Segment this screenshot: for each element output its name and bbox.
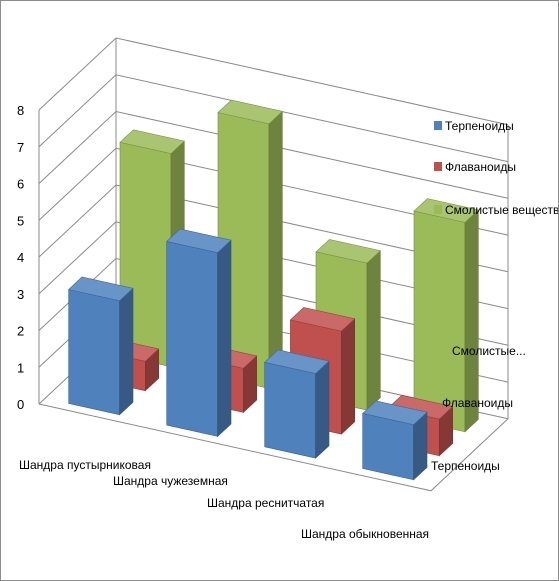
y-tick-label: 4 [17,250,24,265]
y-tick-label: 3 [17,287,24,302]
bar-top [264,349,330,374]
depth-axis-label: Смолистые... [452,344,526,358]
y-tick-label: 2 [17,324,24,339]
bar-top [217,99,283,125]
legend: Терпеноиды Флаваноиды Смолистые вещества [434,119,558,217]
depth-axis-label: Флаваноиды [442,396,513,410]
bar-front [68,289,120,416]
legend-swatch [434,205,442,214]
bar-top [413,198,479,223]
category-label: Шандра реснитчатая [207,496,324,510]
bars [68,99,479,481]
category-label: Шандра обыкновенная [301,527,429,541]
bar-top [362,400,428,426]
depth-axis-label: Терпеноиды [431,459,500,473]
legend-item: Терпеноиды [434,119,514,133]
bar-top [68,276,134,302]
y-tick-label: 6 [17,177,24,192]
category-labels: Шандра пустырниковая Шандра чужеземная Шан… [19,458,429,541]
legend-swatch [434,162,442,171]
category-label: Шандра чужеземная [113,474,228,488]
y-tick-label: 1 [17,360,24,375]
y-tick-labels: 0 1 2 3 4 5 6 7 8 [17,103,24,412]
floor-edge [38,403,509,492]
bar [166,228,232,438]
bar-side [217,239,232,438]
category-label: Шандра пустырниковая [19,458,151,472]
legend-label: Терпеноиды [445,119,514,133]
depth-axis-labels: Терпеноиды Флаваноиды Смолистые... [431,344,526,473]
y-tick-label: 0 [17,397,24,412]
bar [413,198,479,433]
bar-top [289,307,356,332]
bar-front [166,241,218,437]
bar [264,349,330,459]
legend-item: Флаваноиды [434,160,516,174]
bar-side [315,360,330,459]
bar-top [315,239,381,264]
y-tick-label: 5 [17,213,24,228]
legend-item: Смолистые вещества [434,203,558,217]
bar-side [340,318,356,435]
y-tick-label: 7 [17,140,24,155]
bar-top [119,129,185,154]
bar-front [362,413,414,481]
bar-side [268,110,283,390]
legend-swatch [434,121,442,130]
bar-front [264,361,316,459]
bar [68,276,134,416]
y-tick-label: 8 [17,103,24,118]
bar-side [366,250,381,411]
bar-side [119,287,134,416]
bar [362,400,428,481]
legend-label: Флаваноиды [445,160,516,174]
legend-label: Смолистые вещества [445,203,558,217]
grid-lines [38,37,509,492]
bar-top [166,228,232,254]
